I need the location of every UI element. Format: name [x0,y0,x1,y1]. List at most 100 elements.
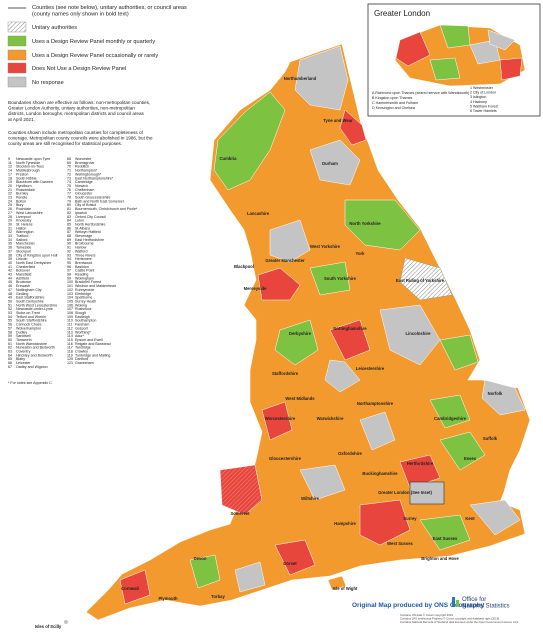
map-label: Buckinghamshire [362,471,398,476]
list-number: 29 [8,219,12,223]
note-paragraph: Counties shown include metropolitan coun… [8,130,153,146]
list-number: 38 [8,253,12,257]
list-number: 106 [67,303,73,307]
legend-label: No response [32,80,64,86]
inset-title: Greater London [374,9,430,18]
list-number: 68 [67,157,71,161]
list-number: 46 [8,284,12,288]
list-name: South Ribble [16,176,37,180]
list-name: Northampton* [75,169,98,173]
list-number: 74 [67,180,71,184]
list-name: Bury [16,203,24,207]
list-number: 105 [67,299,73,303]
list-name: Runnymede [75,288,94,292]
list-number: 114 [67,334,73,338]
list-number: 67 [8,365,12,369]
list-name: Tamworth [16,338,32,342]
list-name: City of Kingston upon Hull [16,253,58,257]
legend-swatch [7,76,27,88]
legend-label: Uses a Design Review Panel monthly or qu… [32,39,155,45]
list-name: Blaby [16,357,25,361]
list-number: 103 [67,292,73,296]
list-number: 17 [8,172,12,176]
map-label: Tyne and Wear [323,118,353,123]
list-number: 80 [67,203,71,207]
list-name: Cambridge [75,180,93,184]
list-number: 57 [8,326,12,330]
list-number: 109 [67,315,73,319]
inset-note: 3 Islington [470,95,486,99]
map-label: Merseyside [244,286,267,291]
map-label: Staffordshire [272,371,299,376]
list-name: Stoke-on-Trent [16,311,40,315]
inset-borough [429,57,461,81]
copyright-line: Contains National Records of Scotland da… [400,620,519,624]
legend-label: Does Not Use a Design Review Panel [32,66,126,72]
list-number: 40 [8,261,12,265]
list-name: Rochdale [16,207,31,211]
list-name: Broxtowe [16,280,31,284]
list-name: Dartford [75,357,88,361]
list-number: 78 [67,196,71,200]
list-name: Stockton-on-Tees [16,165,44,169]
list-number: 42 [8,269,12,273]
list-name: Mansfield [16,273,31,277]
list-name: Preston [16,172,28,176]
list-name: Leicester [16,361,31,365]
map-label: Greater London (See Inset) [378,490,432,495]
list-number: 25 [8,203,12,207]
list-number: 43 [8,273,12,277]
list-name: Worthing* [75,330,91,334]
map-label: South Yorkshire [324,276,357,281]
map-label: Nottinghamshire [333,326,367,331]
note-paragraph: Boundaries shown are effective as follow… [8,100,150,122]
list-number: 48 [8,292,12,296]
list-number: 33 [8,234,12,238]
map-label: West Sussex [387,541,413,546]
list-number: 93 [67,253,71,257]
list-number: 104 [67,296,73,300]
list-number: 55 [8,319,12,323]
list-number: 112 [67,326,73,330]
map-label: Somerset [230,511,250,516]
list-number: 66 [8,361,12,365]
list-name: Epsom and Ewell [75,338,103,342]
list-name: St. Helens [16,222,33,226]
map-label: West Midlands [285,396,315,401]
map-label: Brighton and Hove [421,556,459,561]
list-number: 92 [67,249,71,253]
list-name: Manchester [16,242,36,246]
list-number: 82 [67,211,71,215]
map-label: Devon [194,556,207,561]
list-number: 84 [67,219,71,223]
list-name: Trafford [16,234,28,238]
list-name: Bracknell Forest [75,280,101,284]
list-name: Hinckley and Bosworth [16,353,53,357]
list-number: 21 [8,188,12,192]
list-number: 72 [67,172,71,176]
list-name: Ashfield [16,276,29,280]
list-number: 64 [8,353,12,357]
list-number: 70 [67,165,71,169]
list-number: 22 [8,192,12,196]
list-number: 23 [8,196,12,200]
list-name: Crawley [75,350,88,354]
list-number: 77 [67,192,71,196]
list-number: 87 [67,230,71,234]
list-number: 90 [67,242,71,246]
list-number: 119 [67,353,73,357]
map-label: Lancashire [247,211,270,216]
ons-logo-text: Office for National Statistics [462,597,510,610]
list-name: East Northamptonshire* [75,176,114,180]
list-name: Lincoln [16,257,27,261]
list-number: 24 [8,199,12,203]
map-label: Warwickshire [317,416,345,421]
list-name: Warrington [16,230,33,234]
list-name: Telford and Wrekin [16,315,46,319]
list-number: 99 [67,276,71,280]
list-number: 121 [67,361,73,365]
list-name: Worcester [75,157,92,161]
list-number: 62 [8,346,12,350]
list-name: Wokingham [75,276,94,280]
list-name: Tandridge [75,346,91,350]
